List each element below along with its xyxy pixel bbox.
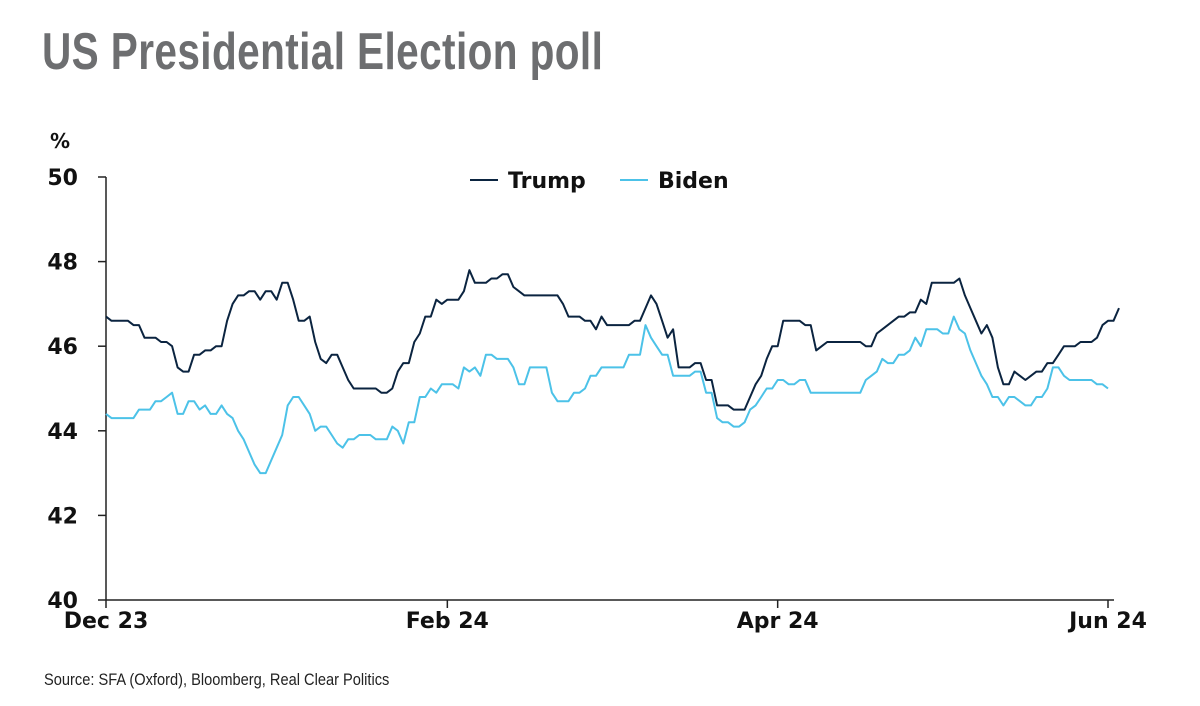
x-tick-label: Jun 24 — [1067, 609, 1147, 634]
legend-label-biden: Biden — [658, 169, 729, 194]
y-tick-label: 40 — [47, 589, 78, 614]
y-tick-label: 42 — [47, 504, 78, 529]
series-line-trump — [105, 269, 1120, 411]
x-tick-label: Apr 24 — [737, 609, 819, 634]
series-lines — [105, 269, 1120, 475]
source-note: Source: SFA (Oxford), Bloomberg, Real Cl… — [44, 670, 390, 689]
x-tick-label: Feb 24 — [406, 609, 489, 634]
y-tick-label: 48 — [47, 251, 78, 276]
chart-title: US Presidential Election poll — [42, 23, 604, 81]
x-axis: Dec 23 Feb 24 Apr 24 Jun 24 — [64, 599, 1147, 634]
x-tick-label: Dec 23 — [64, 609, 149, 634]
legend-label-trump: Trump — [508, 169, 586, 194]
y-tick-label: 46 — [47, 335, 78, 360]
y-tick-label: 50 — [47, 166, 78, 191]
y-axis: 40 42 44 46 48 50 — [47, 166, 107, 614]
legend: Trump Biden — [470, 169, 729, 194]
y-tick-label: 44 — [47, 420, 78, 445]
y-axis-unit-label: % — [50, 129, 70, 153]
series-line-biden — [105, 315, 1109, 475]
